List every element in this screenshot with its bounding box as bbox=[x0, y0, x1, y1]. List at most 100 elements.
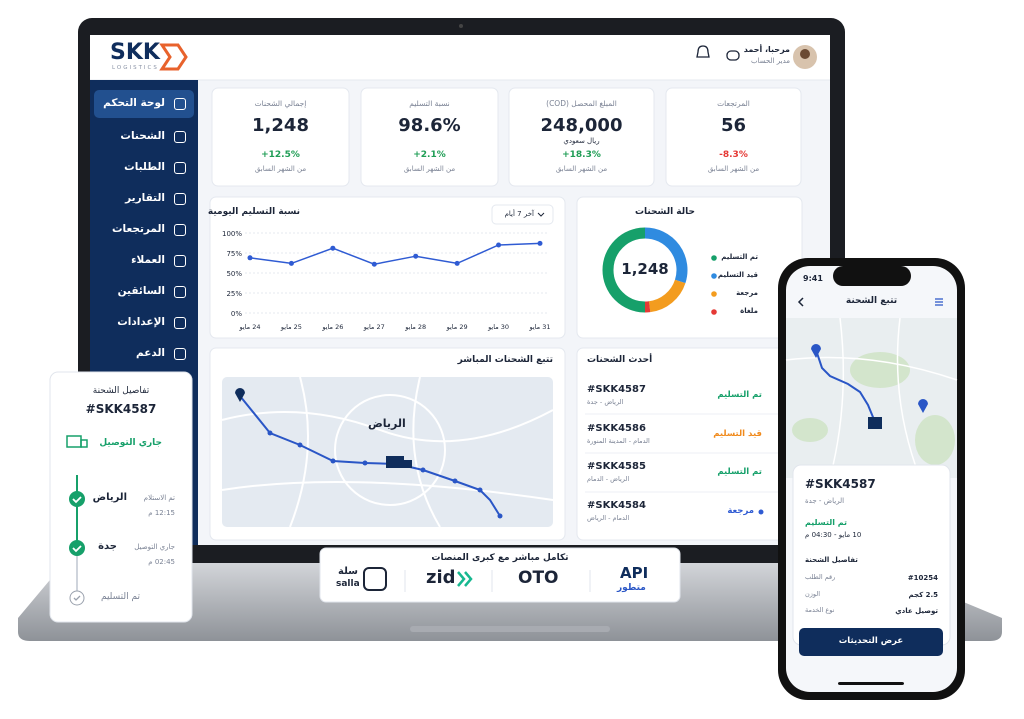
truck bbox=[386, 456, 404, 468]
legend-label: تم التسليم bbox=[721, 253, 758, 261]
kpi-label: المبلغ المحصل (COD) bbox=[546, 99, 617, 108]
route-dot bbox=[362, 460, 368, 466]
camera bbox=[459, 24, 463, 28]
detail-card bbox=[49, 371, 193, 623]
road bbox=[829, 317, 845, 479]
kpi-note: من الشهر السابق bbox=[707, 165, 760, 173]
sidebar-item[interactable]: الطلبات bbox=[124, 161, 165, 173]
donut-title: حالة الشحنات bbox=[634, 207, 695, 217]
shipment-id[interactable]: #SKK4587 bbox=[587, 384, 646, 395]
y-tick-label: 100% bbox=[222, 230, 242, 238]
road bbox=[289, 376, 309, 528]
point bbox=[371, 261, 377, 267]
bell-icon bbox=[696, 45, 710, 58]
kpi-label: إجمالي الشحنات bbox=[254, 99, 307, 108]
shipment-route: الدمام - المدينة المنورة bbox=[587, 437, 650, 445]
sidebar-icon bbox=[174, 193, 186, 205]
kpi-label: نسبة التسليم bbox=[409, 99, 450, 108]
sidebar-item[interactable]: المرتجعات bbox=[111, 223, 165, 235]
logo-sub: LOGISTICS bbox=[112, 65, 159, 71]
sidebar-active bbox=[94, 90, 194, 118]
updates-button[interactable] bbox=[799, 628, 943, 656]
detail-value: 2.5 كجم bbox=[908, 591, 938, 599]
sidebar-item[interactable]: العملاء bbox=[131, 254, 165, 266]
step-time: 02:45 م bbox=[148, 558, 175, 566]
sidebar-item[interactable]: لوحة التحكم bbox=[103, 97, 165, 109]
route-dot bbox=[452, 478, 458, 484]
kpi-card bbox=[508, 87, 655, 187]
kpi-value: 248,000 bbox=[540, 115, 623, 136]
laptop-notch bbox=[410, 626, 610, 632]
sidebar-item[interactable]: الدعم bbox=[135, 347, 165, 359]
kpi-card bbox=[665, 87, 802, 187]
kpi-unit: ريال سعودي bbox=[563, 137, 600, 145]
route-dot bbox=[420, 467, 426, 473]
updates-button-label[interactable]: عرض التحديثات bbox=[838, 636, 904, 646]
phone-status: تم التسليم bbox=[805, 518, 848, 527]
logo-icon bbox=[159, 43, 188, 71]
salla-logo: سلة bbox=[338, 566, 358, 577]
route-dot bbox=[330, 458, 336, 464]
x-tick-label: 28 مايو bbox=[404, 323, 426, 331]
point bbox=[247, 255, 253, 261]
step-city: جدة bbox=[98, 541, 117, 552]
park bbox=[792, 418, 828, 442]
shipment-status: مرجعة bbox=[727, 506, 754, 516]
park bbox=[850, 352, 910, 388]
phone-time: 9:41 bbox=[803, 274, 823, 283]
sidebar-item[interactable]: الشحنات bbox=[120, 130, 165, 142]
sidebar-icon bbox=[174, 224, 186, 236]
kpi-change: -8.3% bbox=[719, 150, 748, 160]
detail-label: نوع الخدمة bbox=[805, 606, 835, 614]
kpi-note: من الشهر السابق bbox=[403, 165, 456, 173]
range-dropdown[interactable] bbox=[491, 204, 554, 225]
legend-label: قيد التسليم bbox=[717, 271, 758, 279]
zid-logo: zid bbox=[426, 567, 456, 588]
shipment-id[interactable]: #SKK4586 bbox=[587, 423, 646, 434]
shipment-id[interactable]: #SKK4584 bbox=[587, 500, 646, 511]
sidebar-icon bbox=[174, 162, 186, 174]
route-dot bbox=[267, 430, 273, 436]
chart-title: نسبة التسليم اليومية bbox=[207, 207, 300, 217]
map-pin bbox=[918, 399, 928, 413]
check bbox=[73, 595, 81, 601]
range-label[interactable]: آخر 7 أيام bbox=[504, 210, 534, 218]
sidebar-item[interactable]: الإعدادات bbox=[117, 316, 165, 328]
sidebar-item[interactable]: التقارير bbox=[125, 192, 165, 204]
route-dot bbox=[497, 513, 503, 519]
kpi-value: 98.6% bbox=[398, 115, 461, 136]
kpi-note: من الشهر السابق bbox=[254, 165, 307, 173]
check bbox=[72, 496, 82, 553]
sidebar-icon bbox=[174, 317, 186, 329]
road bbox=[896, 317, 921, 479]
shipment-route: الدمام - الرياض bbox=[587, 514, 630, 522]
shipment-status: تم التسليم bbox=[717, 467, 762, 477]
phone-notch bbox=[833, 266, 911, 286]
chart-card bbox=[209, 196, 566, 339]
api-sub: متطور bbox=[617, 583, 646, 593]
x-tick-label: 27 مايو bbox=[363, 323, 385, 331]
salla-logo-en: salla bbox=[336, 579, 360, 589]
kpi-value: 56 bbox=[720, 115, 747, 136]
truck-cab bbox=[404, 460, 412, 468]
point bbox=[537, 240, 543, 246]
phone-shipment-id: #SKK4587 bbox=[805, 477, 876, 491]
zid-icon bbox=[457, 571, 473, 587]
detail-label: رقم الطلب bbox=[805, 573, 836, 581]
map-pin bbox=[235, 388, 245, 402]
shipment-id[interactable]: #SKK4585 bbox=[587, 461, 646, 472]
legend-label: ملغاة bbox=[740, 307, 758, 315]
road bbox=[221, 409, 554, 443]
sidebar-item[interactable]: السائقين bbox=[117, 285, 165, 297]
step-label: تم التسليم bbox=[100, 592, 140, 602]
back-arrow[interactable] bbox=[797, 297, 804, 307]
chevron bbox=[537, 212, 545, 217]
ring-road bbox=[334, 394, 446, 506]
list-icon[interactable] bbox=[935, 298, 943, 306]
kpi-change: +18.3% bbox=[562, 150, 601, 160]
kpi-label: المرتجعات bbox=[717, 99, 750, 108]
kpi-change: +12.5% bbox=[261, 150, 300, 160]
detail-value: #10254 bbox=[907, 574, 938, 582]
logo: SKK bbox=[110, 40, 160, 65]
